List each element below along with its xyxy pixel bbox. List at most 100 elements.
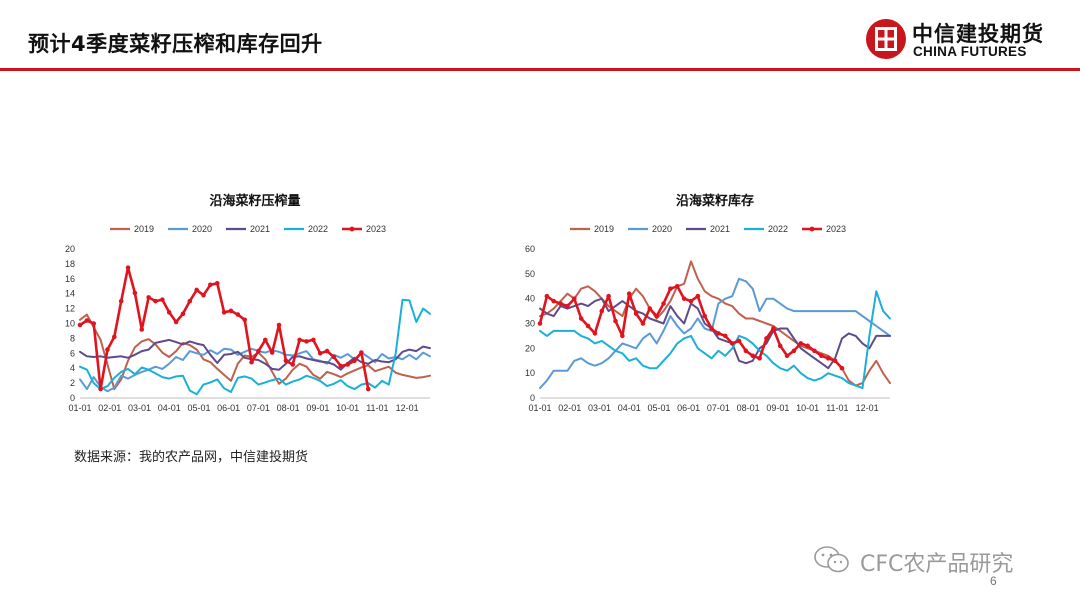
data-point-2023 <box>297 337 302 343</box>
data-point-2023 <box>214 280 220 286</box>
y-tick-label: 6 <box>70 348 75 358</box>
legend-label-2023: 2023 <box>826 224 846 234</box>
data-source-note: 数据来源：我的农产品网，中信建投期货 <box>74 450 309 465</box>
x-tick-label: 02-01 <box>98 403 121 413</box>
data-point-2023 <box>819 353 824 359</box>
data-point-2023 <box>276 322 282 328</box>
legend-label-2020: 2020 <box>652 224 672 234</box>
watermark-text: CFC农产品研究 <box>860 552 1014 577</box>
data-point-2023 <box>311 337 316 343</box>
data-point-2023 <box>695 293 701 299</box>
data-point-2023 <box>112 334 117 340</box>
data-point-2023 <box>139 327 145 332</box>
legend-label-2023: 2023 <box>366 224 386 234</box>
logo-chinese-name: 中信建投期货 <box>912 22 1044 46</box>
data-point-2023 <box>716 331 721 336</box>
page-number: 6 <box>990 574 997 588</box>
series-line-2019 <box>79 313 431 391</box>
legend-label-2022: 2022 <box>308 224 328 234</box>
data-point-2023 <box>722 333 728 339</box>
data-point-2023 <box>743 348 749 354</box>
y-tick-label: 60 <box>525 244 535 254</box>
data-point-2023 <box>681 296 687 301</box>
data-point-2023 <box>146 295 151 300</box>
data-point-2023 <box>709 326 714 331</box>
data-point-2023 <box>798 341 804 346</box>
data-point-2023 <box>736 338 742 344</box>
data-point-2023 <box>558 301 563 306</box>
data-point-2023 <box>242 317 248 323</box>
x-tick-label: 04-01 <box>158 403 181 413</box>
data-point-2023 <box>654 313 659 319</box>
data-point-2023 <box>647 306 653 311</box>
data-point-2023 <box>173 319 179 325</box>
series-line-2022 <box>539 290 891 390</box>
data-point-2023 <box>125 265 131 270</box>
x-tick-label: 01-01 <box>528 403 551 413</box>
legend-label-2022: 2022 <box>768 224 788 234</box>
data-point-2023 <box>269 350 275 355</box>
legend-marker-2023 <box>809 226 815 232</box>
x-tick-label: 09-01 <box>306 403 329 413</box>
data-point-2023 <box>201 292 206 298</box>
data-point-2023 <box>537 321 543 326</box>
data-point-2023 <box>187 298 193 304</box>
x-tick-label: 07-01 <box>247 403 270 413</box>
crush-volume-chart-svg: 沿海菜籽压榨量 2019 2020 2021 2022 2023 0 2 4 6 8 10 12 14 16… <box>65 193 431 413</box>
slide-title: 预计4季度菜籽压榨和库存回升 <box>28 32 323 56</box>
x-tick-label: 07-01 <box>707 403 730 413</box>
y-tick-label: 0 <box>70 393 75 403</box>
y-tick-label: 40 <box>525 294 535 304</box>
x-tick-label: 12-01 <box>396 403 419 413</box>
legend-label-2021: 2021 <box>710 224 730 234</box>
data-point-2023 <box>784 353 790 359</box>
chart-title: 沿海菜籽压榨量 <box>209 193 300 209</box>
data-point-2023 <box>791 348 797 354</box>
data-point-2023 <box>228 308 234 314</box>
data-point-2023 <box>365 386 371 392</box>
data-point-2023 <box>592 331 598 336</box>
data-point-2023 <box>105 347 110 352</box>
data-point-2023 <box>262 337 268 343</box>
data-point-2023 <box>668 286 673 292</box>
y-tick-label: 20 <box>65 244 75 254</box>
data-point-2023 <box>832 358 838 364</box>
data-point-2023 <box>118 298 124 304</box>
x-tick-label: 01-01 <box>68 403 91 413</box>
data-point-2023 <box>825 355 831 361</box>
legend-label-2019: 2019 <box>594 224 614 234</box>
legend-label-2019: 2019 <box>134 224 154 234</box>
data-point-2023 <box>613 318 618 324</box>
y-tick-label: 14 <box>65 289 75 299</box>
data-point-2023 <box>812 348 817 354</box>
data-point-2023 <box>194 287 199 293</box>
crush-volume-chart: 沿海菜籽压榨量 2019 2020 2021 2022 2023 0 2 4 6 8 10 12 14 16… <box>58 186 458 422</box>
legend-marker-2023 <box>349 226 355 232</box>
x-tick-label: 11-01 <box>366 403 388 413</box>
y-tick-label: 50 <box>525 269 535 279</box>
y-tick-label: 20 <box>525 343 535 353</box>
data-point-2023 <box>290 362 296 367</box>
data-point-2023 <box>633 311 639 316</box>
data-point-2023 <box>304 339 309 344</box>
y-tick-label: 8 <box>70 333 75 343</box>
series-line-2022 <box>79 298 431 396</box>
citic-emblem-icon <box>866 19 906 59</box>
x-tick-label: 03-01 <box>128 403 151 413</box>
x-tick-label: 11-01 <box>826 403 848 413</box>
data-point-2023 <box>688 298 694 304</box>
y-tick-label: 30 <box>525 319 535 329</box>
data-point-2023 <box>166 310 172 315</box>
data-point-2023 <box>345 362 350 367</box>
data-point-2023 <box>331 354 337 360</box>
data-point-2023 <box>317 351 323 356</box>
data-point-2023 <box>674 283 680 289</box>
header-rule <box>0 68 1080 71</box>
data-point-2023 <box>324 348 330 354</box>
data-point-2023 <box>640 321 646 326</box>
y-tick-label: 10 <box>65 319 75 329</box>
data-point-2023 <box>77 322 83 328</box>
data-point-2023 <box>757 355 762 361</box>
y-tick-label: 2 <box>70 378 75 388</box>
data-point-2023 <box>338 363 344 369</box>
